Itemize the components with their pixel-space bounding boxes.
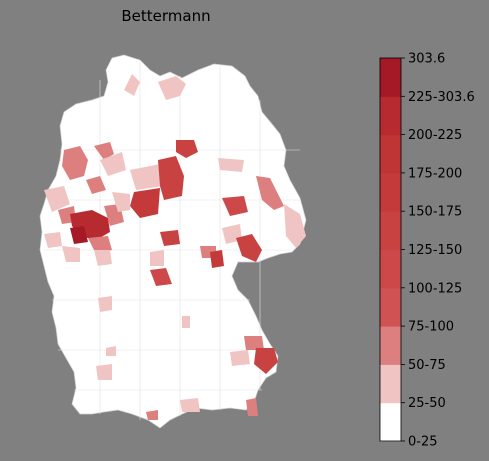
legend-tick-label: 200-225 xyxy=(408,128,462,143)
district-shade xyxy=(70,226,88,244)
legend-tick-label: 50-75 xyxy=(408,358,446,373)
choropleth-map xyxy=(39,54,307,429)
district-shade xyxy=(236,234,262,262)
legend-tick-label: 150-175 xyxy=(408,205,462,220)
district-shade xyxy=(244,336,264,350)
legend-bin xyxy=(380,364,401,404)
district-shade xyxy=(100,152,126,176)
district-shade xyxy=(180,398,200,412)
legend-bin xyxy=(380,249,401,289)
district-shade xyxy=(62,246,80,262)
district-shade xyxy=(222,196,248,216)
district-shade xyxy=(218,158,244,172)
legend-tick-label: 125-150 xyxy=(408,243,462,258)
district-shade xyxy=(254,348,278,374)
district-shade xyxy=(158,76,186,100)
district-shade xyxy=(284,204,306,248)
district-shade xyxy=(124,74,140,96)
district-shade xyxy=(146,410,158,420)
district-shade xyxy=(96,364,112,380)
legend-bin xyxy=(380,287,401,327)
legend-tick-label: 0-25 xyxy=(408,435,438,450)
legend-ticks: 0-25 25-50 50-75 75-100 100-125 125-150 150-17… xyxy=(401,52,475,450)
district-shade xyxy=(106,346,116,356)
legend-bin xyxy=(380,402,401,442)
legend-bin xyxy=(380,326,401,365)
district-shade xyxy=(158,156,184,200)
district-shade xyxy=(44,186,70,212)
district-shade xyxy=(210,250,224,268)
legend-tick-label: 25-50 xyxy=(408,396,446,411)
district-shade xyxy=(86,176,106,194)
map-title: Bettermann xyxy=(121,7,211,25)
district-shade xyxy=(130,188,160,218)
legend-tick-label: 225-303.6 xyxy=(408,90,475,105)
district-shade xyxy=(256,176,284,210)
district-shade xyxy=(246,398,258,416)
district-shade xyxy=(62,146,88,180)
district-shade xyxy=(160,230,180,246)
district-shade xyxy=(94,250,112,266)
legend-bin xyxy=(380,211,401,250)
legend-tick-label: 75-100 xyxy=(408,320,454,335)
district-shade xyxy=(150,268,172,286)
district-shade xyxy=(98,296,112,312)
district-shade xyxy=(88,236,112,254)
district-shade xyxy=(176,140,198,158)
legend-bin xyxy=(380,96,401,136)
legend-tick-label: 175-200 xyxy=(408,166,462,181)
district-shade xyxy=(182,316,190,328)
legend-bin xyxy=(380,58,401,97)
legend-bin xyxy=(380,172,401,212)
legend-bins xyxy=(380,58,401,442)
district-shade xyxy=(44,232,62,248)
district-shade xyxy=(130,164,164,190)
district-shade xyxy=(112,192,130,212)
district-shade xyxy=(150,250,164,266)
district-shade xyxy=(230,350,250,366)
legend-tick-label: 100-125 xyxy=(408,281,462,296)
shaded-districts xyxy=(44,74,306,420)
legend-bin xyxy=(380,134,401,174)
district-shade xyxy=(94,142,114,160)
legend-tick-label: 303.6 xyxy=(408,52,445,67)
